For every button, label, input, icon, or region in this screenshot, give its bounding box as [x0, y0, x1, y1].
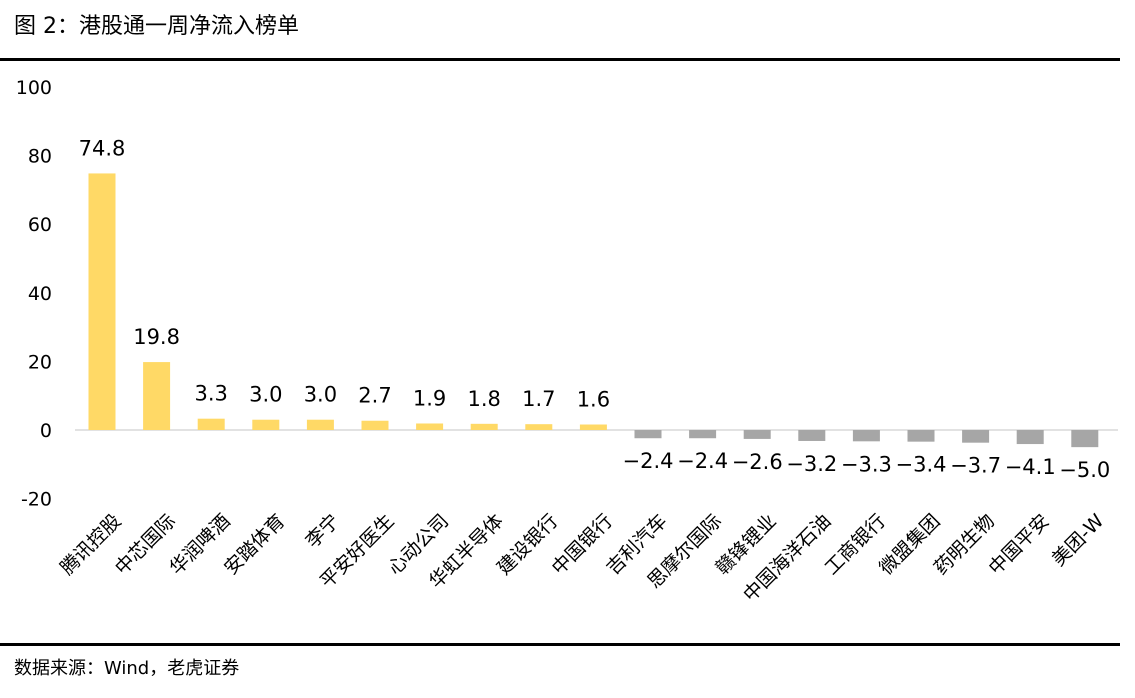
- data-label: 3.0: [249, 383, 282, 407]
- bar: [525, 424, 553, 430]
- data-label: 1.8: [467, 387, 500, 411]
- x-tick-label: 美团-W: [1048, 510, 1109, 571]
- y-tick-label: 100: [16, 77, 52, 99]
- bar: [1071, 430, 1099, 448]
- data-label: 1.9: [413, 386, 446, 410]
- bar-chart: 100 80 60 40 20 0 -20 74.8 19.8 3.3 3.0 3.0 2.7 1.9 1…: [16, 77, 1118, 606]
- y-tick-label: 40: [28, 283, 52, 305]
- data-label: 1.7: [522, 387, 555, 411]
- data-label: −4.1: [1005, 455, 1056, 479]
- bottom-divider: [0, 643, 1120, 646]
- bar: [416, 423, 444, 430]
- data-label: 19.8: [133, 325, 180, 349]
- data-label: −5.0: [1059, 458, 1110, 482]
- chart-title: 图 2：港股通一周净流入榜单: [14, 14, 299, 39]
- data-label: 74.8: [79, 136, 126, 160]
- bar: [197, 418, 225, 430]
- data-label: −3.2: [786, 452, 837, 476]
- y-axis-ticks: 100 80 60 40 20 0 -20: [16, 77, 52, 511]
- data-label: 1.6: [577, 388, 610, 412]
- bar: [252, 419, 280, 430]
- x-tick-label: 安踏体育: [220, 510, 289, 579]
- bar: [1016, 430, 1044, 445]
- bar: [88, 173, 116, 430]
- bar: [470, 423, 498, 430]
- y-tick-label: 0: [40, 420, 52, 442]
- bar: [634, 430, 662, 439]
- data-label: −3.7: [950, 454, 1001, 478]
- data-label: −2.4: [677, 449, 728, 473]
- bar: [579, 424, 607, 430]
- y-tick-label: 80: [28, 146, 52, 168]
- x-tick-label: 李宁: [301, 510, 343, 552]
- source-note: 数据来源：Wind，老虎证券: [14, 658, 240, 679]
- bars: [88, 173, 1099, 448]
- data-label: −2.4: [623, 449, 674, 473]
- y-tick-label: 60: [28, 214, 52, 236]
- bar: [962, 430, 990, 443]
- data-label: 2.7: [358, 384, 391, 408]
- x-tick-label: 中国平安: [984, 510, 1053, 579]
- data-label: 3.3: [194, 382, 227, 406]
- top-divider: [0, 58, 1120, 61]
- data-label: −3.3: [841, 452, 892, 476]
- data-label: 3.0: [304, 383, 337, 407]
- bar: [143, 362, 171, 430]
- data-labels: 74.8 19.8 3.3 3.0 3.0 2.7 1.9 1.8 1.7 1.6 −2.4 −2.4…: [79, 136, 1111, 482]
- bar: [907, 430, 935, 442]
- bar: [689, 430, 717, 439]
- bar: [743, 430, 771, 439]
- bar: [361, 420, 389, 430]
- y-tick-label: 20: [28, 351, 52, 373]
- data-label: −3.4: [896, 453, 947, 477]
- bar: [798, 430, 826, 441]
- bar: [306, 419, 334, 430]
- bar: [852, 430, 880, 442]
- data-label: −2.6: [732, 450, 783, 474]
- y-tick-label: -20: [21, 489, 52, 511]
